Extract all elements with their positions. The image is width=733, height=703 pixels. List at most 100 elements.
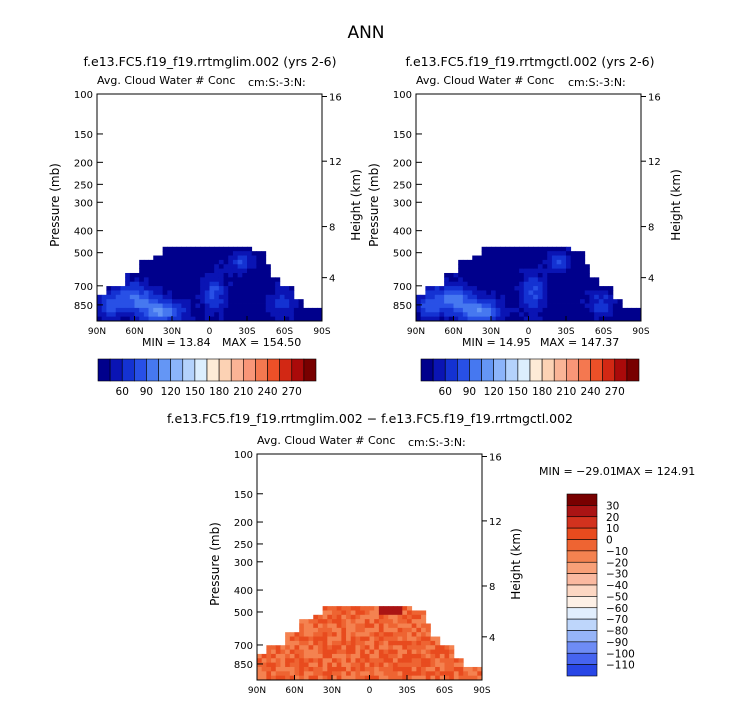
p3-field-cell xyxy=(421,675,427,681)
p3-field-cell xyxy=(257,662,263,668)
p1-field-cell xyxy=(279,294,285,300)
p2-field-cell xyxy=(589,299,595,304)
p1-field-cell xyxy=(101,307,107,313)
p2-field-cell xyxy=(570,294,576,300)
p3-field-cell xyxy=(453,666,459,672)
p3-field-cell xyxy=(317,658,324,664)
p2-field-cell xyxy=(556,286,562,291)
p2-field-cell xyxy=(556,259,562,265)
p3-field-cell xyxy=(317,675,324,681)
p2-field-cell xyxy=(500,299,506,304)
p1-field-cell xyxy=(139,316,145,322)
p3-colorbar-label: −50 xyxy=(606,591,628,603)
p1-field-cell xyxy=(162,281,168,287)
p3-field-cell xyxy=(322,675,328,681)
p1-field-cell xyxy=(242,299,248,304)
p3-field-cell xyxy=(383,636,389,642)
p2-field-cell xyxy=(580,294,586,300)
p1-xtick-label: 60N xyxy=(125,327,143,337)
p3-field-cell xyxy=(303,632,309,637)
p3-field-cell xyxy=(383,658,389,664)
p1-ytick-label: 700 xyxy=(74,282,93,293)
p3-field-cell xyxy=(463,671,469,677)
p3-field-cell xyxy=(257,671,263,677)
p3-field-cell xyxy=(458,671,464,677)
p2-colorbar-box xyxy=(420,358,434,382)
p2-field-cell xyxy=(509,272,515,278)
p2-ytick-right-label: 4 xyxy=(648,274,654,285)
p3-field-cell xyxy=(388,619,394,624)
p3-field-cell xyxy=(299,658,305,664)
p3-field-cell xyxy=(285,636,291,642)
panel-2-min-label: MIN = 14.95 xyxy=(462,336,531,349)
p1-field-cell xyxy=(200,303,206,309)
p3-field-cell xyxy=(332,666,338,672)
p1-field-cell xyxy=(172,255,178,261)
panel-2-subtitle: Avg. Cloud Water # Conc xyxy=(416,74,554,87)
p3-field-cell xyxy=(374,675,380,681)
p2-field-cell xyxy=(523,307,529,313)
p3-xtick-label: 30N xyxy=(323,686,341,696)
p1-field-cell xyxy=(284,294,290,300)
p3-field-cell xyxy=(439,675,445,681)
p3-field-cell xyxy=(271,649,277,655)
p3-colorbar-label: 0 xyxy=(606,535,613,547)
p1-field-cell xyxy=(214,246,220,252)
p1-field-cell xyxy=(204,294,210,300)
p3-field-cell xyxy=(397,675,403,681)
p2-field-cell xyxy=(528,246,534,252)
p3-field-cell xyxy=(425,627,431,633)
panel-2-max-label: MAX = 147.37 xyxy=(540,336,619,349)
p2-field-cell xyxy=(570,268,576,274)
p3-field-cell xyxy=(289,645,295,650)
p1-field-cell xyxy=(200,268,206,274)
p3-field-cell xyxy=(285,666,291,672)
p1-field-cell xyxy=(218,255,224,261)
p2-field-cell xyxy=(476,290,483,296)
p3-field-cell xyxy=(383,645,389,650)
p1-field-cell xyxy=(251,277,257,283)
p2-field-cell xyxy=(425,312,431,318)
p1-field-cell xyxy=(167,294,173,300)
p1-field-cell xyxy=(195,268,201,274)
p1-field-cell xyxy=(265,281,271,287)
p2-field-cell xyxy=(556,268,562,274)
p2-field-cell xyxy=(505,299,511,304)
p1-field-cell xyxy=(218,299,224,304)
p3-ytick-label: 400 xyxy=(234,586,253,597)
p1-field-cell xyxy=(247,268,253,274)
p3-field-cell xyxy=(374,653,380,659)
p3-field-cell xyxy=(336,619,342,624)
p2-field-cell xyxy=(519,299,525,304)
p3-field-cell xyxy=(289,653,295,659)
p1-field-cell xyxy=(242,259,248,265)
p3-field-cell xyxy=(364,675,370,681)
p3-field-cell xyxy=(407,653,413,659)
p1-field-cell xyxy=(214,303,220,309)
p1-field-cell xyxy=(261,272,267,278)
p3-field-cell xyxy=(374,606,380,611)
p1-field-cell xyxy=(172,251,178,256)
p1-field-cell xyxy=(214,307,220,313)
p2-field-cell xyxy=(589,281,595,287)
p2-field-cell xyxy=(467,312,473,318)
p3-field-cell xyxy=(350,623,356,629)
p1-field-cell xyxy=(270,290,276,296)
p1-colorbar-box xyxy=(97,358,111,382)
p3-field-cell xyxy=(346,666,352,672)
p1-field-cell xyxy=(200,259,206,265)
p2-field-cell xyxy=(603,299,609,304)
p3-field-cell xyxy=(467,671,474,677)
p1-colorbar-box xyxy=(255,358,268,382)
p2-field-cell xyxy=(608,286,614,291)
p1-field-cell xyxy=(115,299,121,304)
p3-field-cell xyxy=(285,653,291,659)
p1-field-cell xyxy=(200,312,206,318)
p3-field-cell xyxy=(350,632,356,637)
p2-field-cell xyxy=(495,290,501,296)
p1-field-cell xyxy=(256,294,262,300)
p3-field-cell xyxy=(341,645,347,650)
p3-field-cell xyxy=(332,662,338,668)
p3-field-cell xyxy=(322,666,328,672)
p2-field-cell xyxy=(519,312,525,318)
